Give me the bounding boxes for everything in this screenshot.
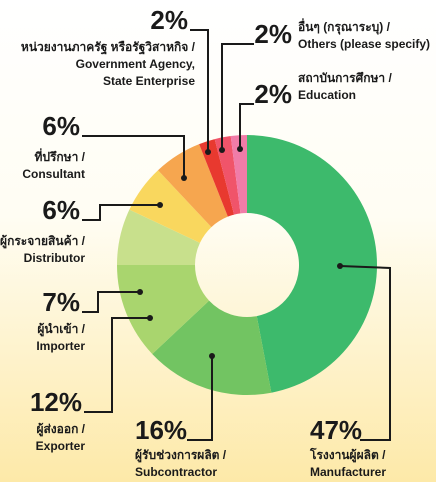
leader-line	[190, 29, 209, 152]
leader-line	[82, 291, 140, 313]
category-label: Subcontractor	[135, 465, 217, 479]
category-label: ผู้รับช่วงการผลิต /	[135, 448, 227, 463]
value-label: 6%	[42, 195, 80, 225]
value-label: 2%	[254, 79, 292, 109]
category-label: อื่นๆ (กรุณาระบุ) /	[298, 18, 391, 35]
category-label: สถาบันการศึกษา /	[298, 71, 392, 85]
donut-segment	[230, 135, 247, 214]
leader-dot	[181, 175, 187, 181]
leader-dot	[237, 146, 243, 152]
category-label: Exporter	[36, 439, 86, 453]
labels: 47% โรงงานผู้ผลิต / Manufacturer 16% ผู้รับช…	[0, 5, 430, 479]
category-label: หน่วยงานภาครัฐ หรือรัฐวิสาหกิจ /	[21, 40, 196, 55]
leader-line	[84, 317, 150, 413]
category-label: ผู้ส่งออก /	[36, 422, 85, 437]
category-label: ที่ปรึกษา /	[34, 148, 85, 164]
leader-line	[82, 204, 160, 221]
value-label: 12%	[30, 387, 82, 417]
leader-line	[221, 43, 254, 150]
donut-segment	[158, 144, 228, 228]
donut-segment	[214, 136, 241, 215]
donut	[117, 135, 378, 396]
category-label: Consultant	[22, 167, 85, 181]
category-label: ผู้นำเข้า /	[37, 322, 85, 337]
value-label: 47%	[310, 415, 362, 445]
category-label: ผู้กระจายสินค้า /	[0, 234, 86, 249]
leader-line	[82, 135, 185, 178]
category-label: Others (please specify)	[298, 37, 430, 51]
leader-dot	[209, 353, 215, 359]
value-label: 2%	[254, 19, 292, 49]
donut-segment	[117, 265, 210, 354]
category-label: Distributor	[24, 251, 86, 265]
donut-segment	[152, 300, 272, 396]
leader-line	[339, 265, 391, 441]
leader-dot	[337, 263, 343, 269]
leader-dot	[219, 147, 225, 153]
category-label: State Enterprise	[103, 74, 195, 88]
value-label: 16%	[135, 415, 187, 445]
leader-dot	[147, 315, 153, 321]
leader-dot	[205, 149, 211, 155]
leader-dot	[137, 289, 143, 295]
category-label: Manufacturer	[310, 465, 386, 479]
leader-line	[239, 103, 254, 149]
value-label: 6%	[42, 111, 80, 141]
donut-segment	[199, 139, 235, 217]
donut-segment	[247, 135, 378, 393]
leader-line	[187, 356, 213, 441]
value-label: 2%	[150, 5, 188, 35]
leader-dot	[157, 202, 163, 208]
donut-segment	[117, 209, 200, 265]
donut-segment	[129, 170, 212, 243]
value-label: 7%	[42, 287, 80, 317]
category-label: Government Agency,	[76, 57, 195, 71]
category-label: Importer	[36, 339, 85, 353]
category-label: Education	[298, 88, 356, 102]
category-label: โรงงานผู้ผลิต /	[309, 447, 386, 463]
